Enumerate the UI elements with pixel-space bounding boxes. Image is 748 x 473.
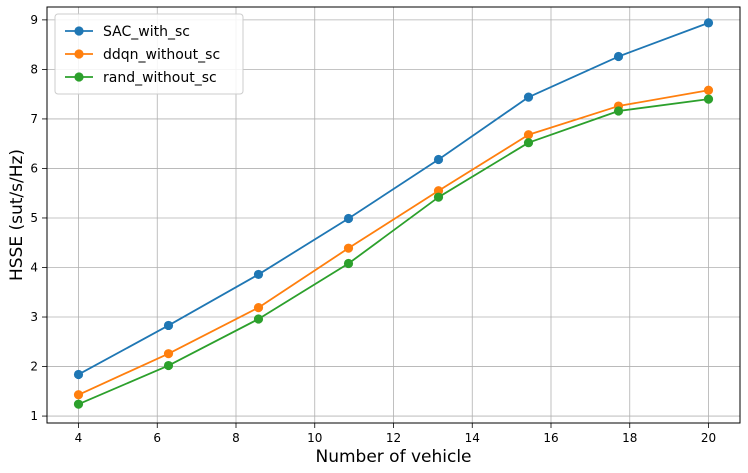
data-point bbox=[523, 92, 534, 102]
legend-marker bbox=[74, 72, 84, 82]
grid-lines bbox=[47, 7, 740, 423]
legend-label: rand_without_sc bbox=[103, 70, 217, 86]
legend-item: rand_without_sc bbox=[65, 70, 217, 86]
y-tick-label: 7 bbox=[30, 112, 38, 126]
legend-label: ddqn_without_sc bbox=[103, 47, 220, 63]
x-tick-label: 6 bbox=[153, 431, 161, 445]
data-point bbox=[523, 138, 534, 148]
legend: SAC_with_sc ddqn_without_sc rand_without_s… bbox=[54, 13, 244, 95]
y-axis-title: HSSE (sut/s/Hz) bbox=[7, 149, 27, 281]
data-point bbox=[703, 18, 714, 28]
data-point bbox=[343, 258, 354, 269]
x-tick-label: 18 bbox=[622, 431, 637, 445]
data-point bbox=[433, 154, 444, 165]
data-point bbox=[703, 85, 714, 95]
data-point bbox=[73, 390, 84, 400]
y-tick-label: 1 bbox=[30, 409, 38, 423]
data-point bbox=[73, 399, 84, 409]
data-point bbox=[523, 130, 534, 140]
data-point bbox=[253, 314, 264, 324]
x-tick-label: 14 bbox=[465, 431, 480, 445]
y-tick-label: 6 bbox=[30, 161, 38, 175]
data-point bbox=[433, 192, 444, 202]
series-rand_without_sc bbox=[73, 94, 714, 409]
series-SAC_with_sc bbox=[73, 18, 714, 380]
y-tick-label: 8 bbox=[30, 62, 38, 76]
data-point bbox=[433, 186, 444, 196]
legend-marker bbox=[74, 26, 84, 36]
x-tick-label: 16 bbox=[543, 431, 558, 445]
series-line bbox=[78, 89, 709, 396]
data-point bbox=[613, 51, 624, 62]
x-tick-label: 10 bbox=[307, 431, 322, 445]
series-line bbox=[78, 98, 709, 406]
y-tick-label: 4 bbox=[30, 260, 38, 274]
legend-item: SAC_with_sc bbox=[65, 24, 190, 40]
legend-box bbox=[54, 13, 244, 95]
data-point bbox=[613, 106, 624, 116]
y-tick-label: 2 bbox=[30, 360, 38, 374]
data-point bbox=[343, 243, 354, 253]
data-point bbox=[343, 213, 354, 224]
data-point bbox=[163, 349, 174, 359]
y-tick-label: 3 bbox=[30, 310, 38, 324]
x-tick-label: 20 bbox=[701, 431, 716, 445]
y-tick-label: 5 bbox=[30, 211, 38, 225]
series-line bbox=[78, 22, 709, 376]
legend-item: ddqn_without_sc bbox=[65, 47, 220, 63]
data-point bbox=[703, 94, 714, 104]
data-point bbox=[73, 369, 84, 380]
data-point bbox=[253, 303, 264, 313]
data-point bbox=[253, 269, 264, 280]
data-point bbox=[163, 320, 174, 331]
legend-marker bbox=[74, 49, 84, 59]
x-axis-title: Number of vehicle bbox=[315, 447, 471, 467]
series-layer bbox=[73, 18, 714, 409]
x-tick-label: 8 bbox=[232, 431, 240, 445]
x-tick-label: 12 bbox=[386, 431, 401, 445]
y-tick-label: 9 bbox=[30, 13, 38, 27]
data-point bbox=[163, 360, 174, 371]
legend-label: SAC_with_sc bbox=[103, 24, 190, 40]
x-tick-label: 4 bbox=[75, 431, 83, 445]
